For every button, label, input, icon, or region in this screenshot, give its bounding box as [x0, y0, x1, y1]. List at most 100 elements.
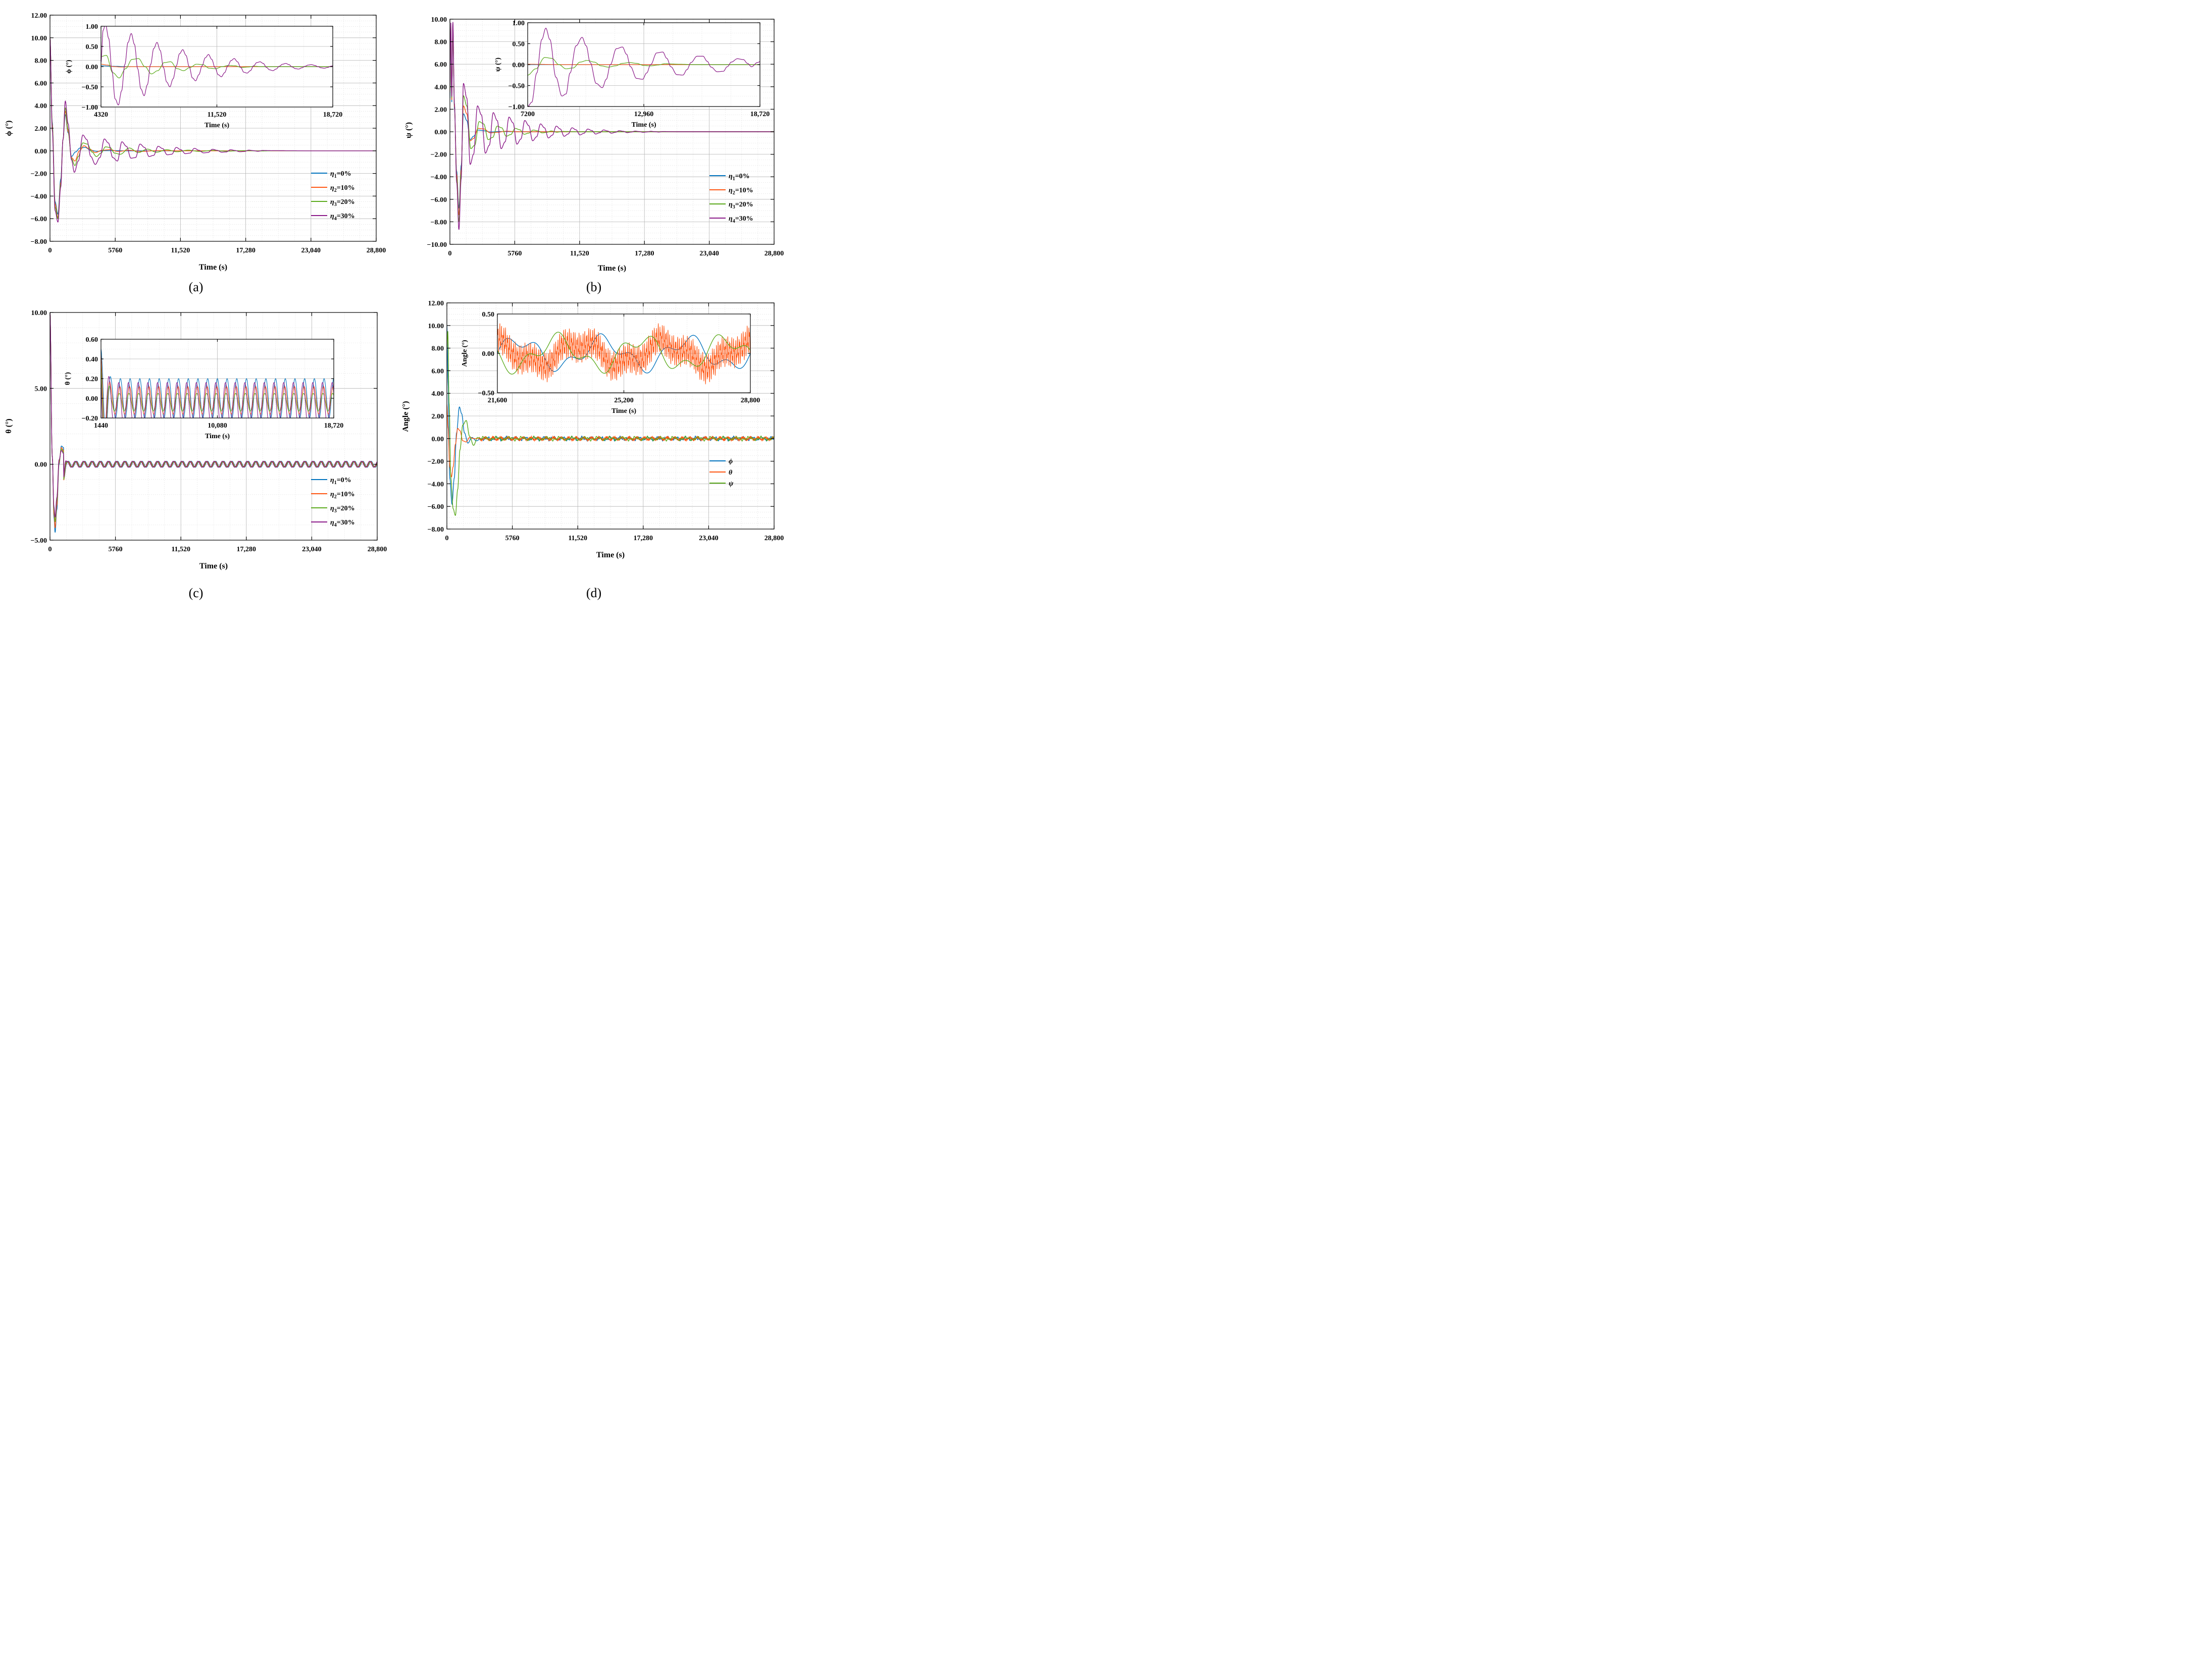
series-line: [450, 22, 774, 230]
legend-subscript: 4: [334, 216, 337, 222]
y-tick-label: 4.00: [435, 84, 447, 91]
inset-x-axis-label: Time (s): [612, 407, 636, 415]
legend-entry: θ: [729, 469, 733, 477]
x-tick-label: 0: [448, 250, 452, 257]
x-tick-label: 5760: [505, 535, 520, 542]
inset-b: 7200 12,960 18,720 −1.00 −0.50 0.00 0.50 1.00 Ti…: [494, 20, 770, 129]
y-tick-label: 8.00: [35, 58, 47, 65]
figure: 0 5760 11,520 17,280 23,040 28,800 −8.00 −6.00 −…: [5, 12, 784, 600]
y-tick-label: −1.00: [82, 104, 98, 112]
x-axis-label: Time (s): [598, 264, 626, 273]
legend-subscript: 3: [733, 204, 735, 210]
inset-y-axis-label: Angle (°): [461, 340, 469, 367]
inset-x-axis-label: Time (s): [205, 433, 230, 440]
legend-symbol: η: [729, 201, 733, 208]
y-tick-label: 0.50: [482, 311, 495, 319]
y-tick-label: 10.00: [31, 309, 47, 317]
legend-subscript: 2: [334, 494, 337, 500]
inset-series-line: [101, 349, 334, 418]
y-tick-label: 6.00: [35, 80, 47, 87]
legend-subscript: 1: [334, 480, 337, 486]
legend-text: =0%: [337, 477, 351, 484]
x-tick-label: 23,040: [302, 546, 322, 553]
legend-symbol: η: [330, 198, 334, 206]
x-tick-label: 11,520: [171, 247, 190, 254]
x-tick-label: 17,280: [634, 535, 653, 542]
legend-entry: η4=30%: [330, 213, 355, 222]
x-tick-label: 28,800: [367, 247, 386, 254]
y-tick-label: 0.20: [86, 376, 98, 383]
y-tick-label: 10.00: [31, 35, 47, 42]
inset-series-line: [497, 323, 750, 385]
legend-symbol: η: [330, 491, 334, 498]
y-tick-label: 0.50: [513, 41, 525, 48]
x-tick-label: 17,280: [635, 250, 654, 257]
legend-entry: η2=10%: [729, 187, 753, 196]
y-tick-label: −0.50: [478, 390, 494, 397]
legend-entry: η1=0%: [729, 173, 750, 182]
inset-c: 1440 10,080 18,720 −0.20 0.00 0.20 0.40 0.60 Tim…: [64, 336, 343, 440]
legend-symbol: η: [330, 170, 334, 178]
legend-entry: η4=30%: [729, 215, 753, 224]
inset-series-line: [101, 55, 333, 78]
legend-entry: η1=0%: [330, 477, 351, 486]
panel-b: 0 5760 11,520 17,280 23,040 28,800 −10.00 −8.00…: [404, 16, 784, 294]
legend-text: =0%: [735, 173, 750, 180]
legend-entry: η2=10%: [330, 491, 355, 500]
panel-label: (a): [189, 280, 203, 294]
inset-d: 21,600 25,200 28,800 −0.50 0.00 0.50 Time (s) A…: [461, 311, 760, 415]
y-tick-label: 0.00: [513, 62, 525, 69]
y-tick-label: −10.00: [427, 241, 447, 249]
y-tick-label: −1.00: [508, 103, 525, 111]
x-tick-label: 5760: [507, 250, 522, 257]
series-line: [50, 37, 376, 223]
series-group: [450, 22, 774, 230]
x-tick-label: 5760: [109, 546, 123, 553]
legend-subscript: 3: [334, 508, 337, 514]
y-tick-label: 10.00: [428, 323, 444, 330]
inset-series-group: [497, 323, 750, 385]
legend-subscript: 1: [733, 176, 735, 182]
y-tick-label: 0.00: [482, 350, 495, 358]
y-tick-label: −8.00: [428, 526, 444, 534]
y-tick-label: 5.00: [35, 385, 47, 393]
legend-entry: η3=20%: [330, 505, 355, 514]
y-tick-label: 2.00: [435, 106, 447, 114]
legend-entry: η2=10%: [330, 184, 355, 193]
y-tick-label: −8.00: [31, 238, 47, 246]
inset-x-axis-label: Time (s): [205, 122, 229, 129]
legend-subscript: 1: [334, 174, 337, 179]
series-group: [50, 37, 376, 223]
legend-text: =10%: [337, 184, 355, 192]
y-tick-label: −6.00: [31, 216, 47, 223]
inset-series-line: [528, 57, 760, 76]
legend-subscript: 2: [334, 188, 337, 193]
x-tick-label: 11,520: [208, 111, 227, 119]
x-tick-label: 17,280: [237, 546, 257, 553]
legend-entry: η1=0%: [330, 170, 351, 179]
y-tick-label: 8.00: [435, 39, 447, 46]
series-line: [447, 331, 774, 516]
x-tick-label: 12,960: [634, 111, 654, 118]
legend-text: =10%: [735, 187, 753, 194]
x-tick-label: 11,520: [171, 546, 190, 553]
series-group: [50, 312, 377, 533]
legend-entry: ϕ: [729, 458, 733, 465]
y-tick-label: −5.00: [31, 537, 47, 545]
y-tick-label: 0.00: [86, 395, 98, 403]
panel-label: (b): [586, 280, 601, 294]
y-tick-label: 4.00: [35, 102, 47, 110]
y-tick-label: 2.00: [35, 125, 47, 133]
x-tick-label: 1440: [94, 422, 108, 430]
legend-symbol: η: [729, 215, 733, 223]
y-tick-label: 0.40: [86, 356, 98, 363]
inset-series-group: [528, 28, 760, 107]
x-tick-label: 11,520: [570, 250, 589, 257]
y-tick-label: −2.00: [431, 151, 447, 159]
y-tick-label: 6.00: [435, 61, 447, 69]
legend-text: =30%: [337, 519, 355, 527]
y-tick-label: 12.00: [31, 12, 47, 20]
x-tick-label: 18,720: [324, 422, 344, 430]
legend-symbol: η: [729, 173, 733, 180]
legend-symbol: η: [330, 477, 334, 484]
